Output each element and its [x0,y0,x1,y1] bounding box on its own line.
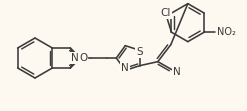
Text: O: O [79,53,87,63]
Text: N: N [173,67,181,77]
Text: NO₂: NO₂ [217,27,236,37]
Text: O: O [79,53,87,63]
Text: N: N [71,53,79,63]
Text: N: N [122,63,129,73]
Text: S: S [137,47,143,57]
Text: Cl: Cl [160,8,171,18]
